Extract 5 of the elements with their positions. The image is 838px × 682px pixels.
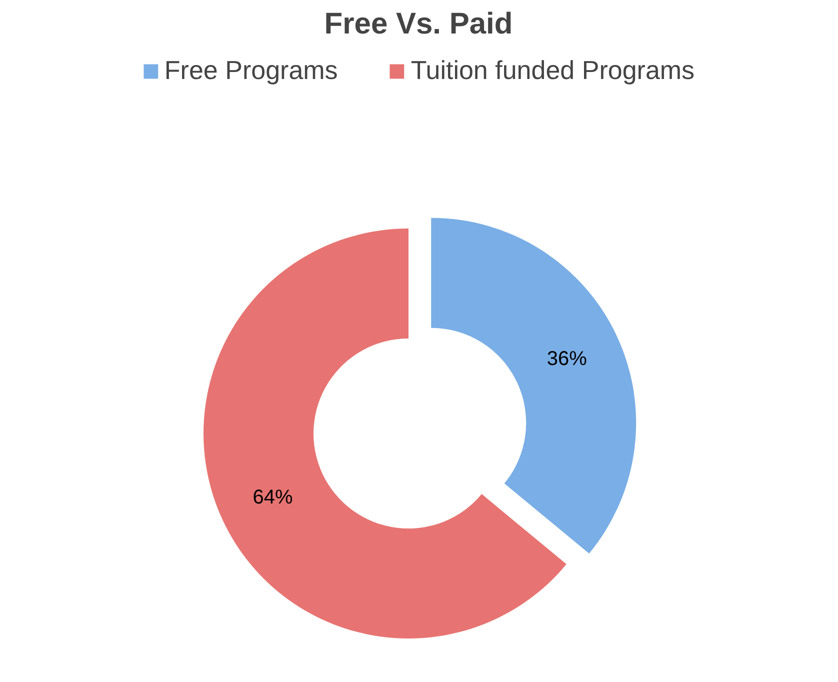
legend-label: Tuition funded Programs xyxy=(410,55,695,86)
data-label: 36% xyxy=(546,348,588,370)
data-label: 64% xyxy=(252,486,294,508)
legend-label: Free Programs xyxy=(164,55,338,86)
chart-title: Free Vs. Paid xyxy=(324,8,513,40)
